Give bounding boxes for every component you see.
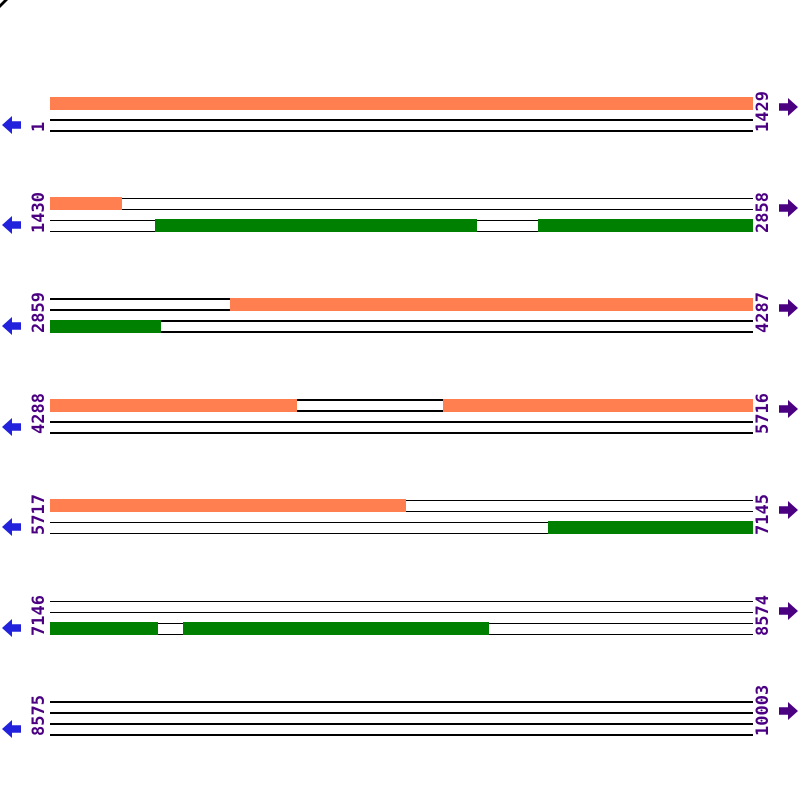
right-position-label: 10003 — [753, 685, 773, 737]
track-line — [50, 331, 753, 333]
right-position-label: 8574 — [753, 594, 773, 636]
reverse-strand-bar — [548, 521, 753, 535]
left-position-label: 1 — [29, 121, 49, 132]
track-line — [50, 712, 753, 714]
track-line — [50, 130, 753, 132]
track-line — [50, 208, 753, 211]
right-arrow-icon[interactable] — [779, 98, 798, 116]
track-line — [50, 421, 753, 423]
right-position-label: 4287 — [753, 292, 773, 334]
left-arrow-icon[interactable] — [2, 216, 21, 235]
track-line — [50, 600, 753, 603]
right-arrow-icon[interactable] — [779, 198, 798, 217]
reverse-strand-bar — [50, 622, 158, 635]
reverse-strand-bar — [538, 219, 753, 233]
left-arrow-icon[interactable] — [2, 518, 21, 537]
forward-strand-bar — [50, 96, 753, 110]
reverse-strand-bar — [50, 319, 161, 333]
track-line — [50, 611, 753, 614]
left-position-label: 5717 — [29, 493, 49, 535]
left-position-label: 7146 — [29, 594, 49, 636]
forward-strand-bar — [50, 499, 406, 513]
corner-artifact — [0, 0, 8, 8]
forward-strand-bar — [50, 197, 122, 211]
track-line — [50, 432, 753, 434]
track-line — [50, 119, 753, 121]
track-line — [50, 521, 753, 524]
track-line — [50, 197, 753, 200]
track-line — [50, 320, 753, 322]
left-arrow-icon[interactable] — [2, 115, 21, 134]
left-position-label: 2859 — [29, 292, 49, 334]
right-position-label: 2858 — [753, 191, 773, 233]
left-arrow-icon[interactable] — [2, 619, 21, 637]
forward-strand-bar — [50, 398, 297, 412]
right-arrow-icon[interactable] — [779, 601, 798, 620]
reverse-strand-bar — [183, 622, 489, 635]
left-position-label: 4288 — [29, 393, 49, 435]
left-position-label: 1430 — [29, 191, 49, 233]
track-line — [50, 399, 753, 401]
right-arrow-icon[interactable] — [779, 500, 798, 519]
left-position-label: 8575 — [29, 695, 49, 737]
track-line — [50, 532, 753, 535]
right-arrow-icon[interactable] — [779, 400, 798, 419]
right-arrow-icon[interactable] — [779, 299, 798, 318]
right-position-label: 7145 — [753, 493, 773, 535]
track-line — [50, 723, 753, 725]
left-arrow-icon[interactable] — [2, 316, 21, 335]
forward-strand-bar — [230, 297, 753, 311]
right-arrow-icon[interactable] — [779, 702, 798, 721]
left-arrow-icon[interactable] — [2, 417, 21, 436]
reverse-strand-bar — [155, 219, 477, 233]
forward-strand-bar — [443, 398, 753, 412]
left-arrow-icon[interactable] — [2, 719, 21, 738]
right-position-label: 5716 — [753, 393, 773, 435]
track-line — [50, 701, 753, 703]
track-line — [50, 410, 753, 412]
track-line — [50, 734, 753, 736]
right-position-label: 1429 — [753, 91, 773, 132]
